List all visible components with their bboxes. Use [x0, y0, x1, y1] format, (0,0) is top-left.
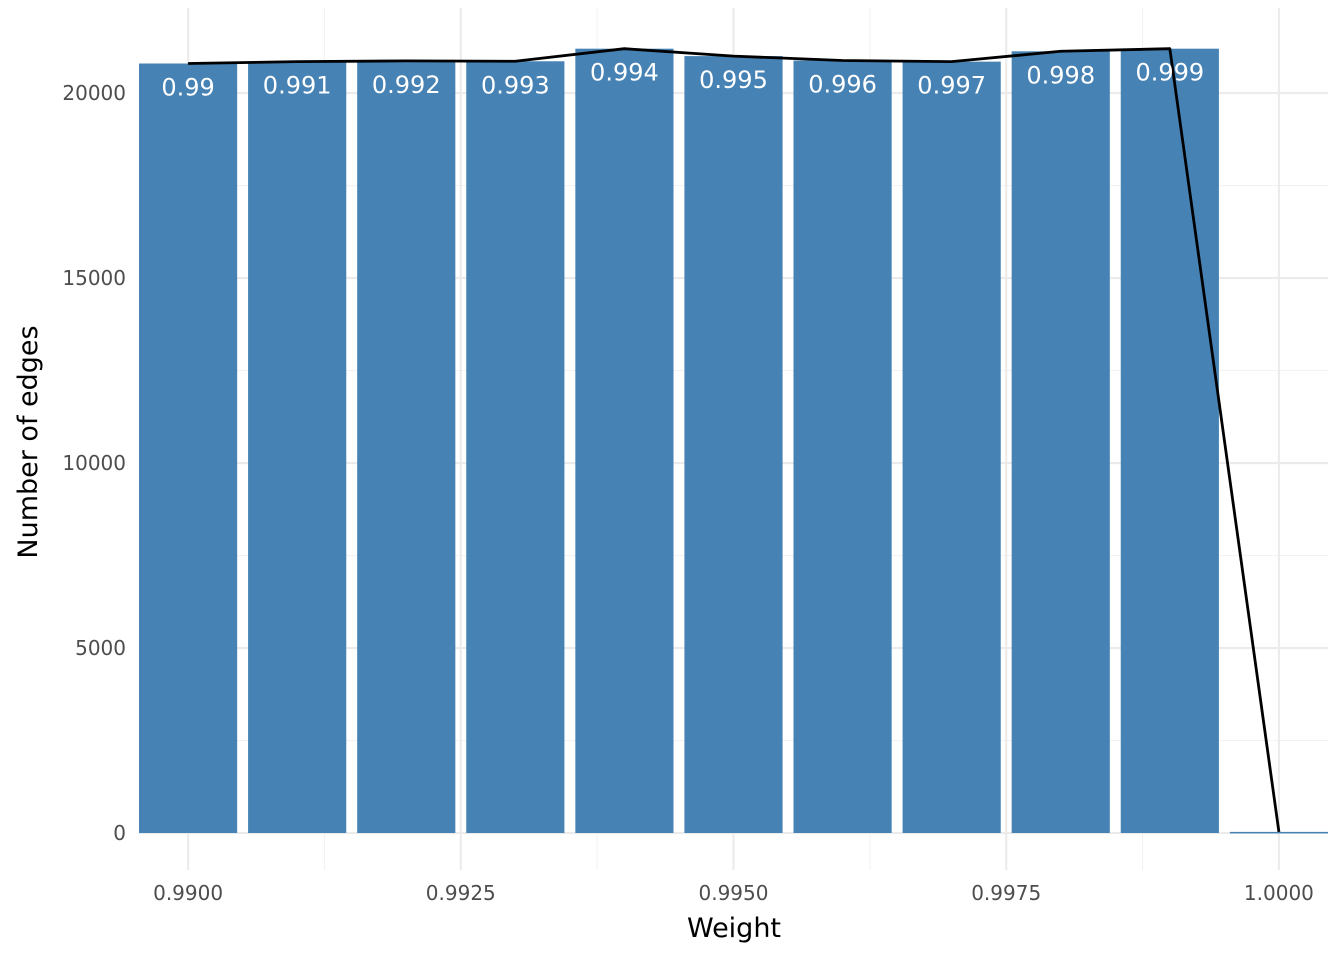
- bar: [248, 61, 347, 834]
- x-tick-label: 0.9975: [971, 881, 1041, 905]
- bar: [357, 60, 456, 834]
- bar-labels-layer: 0.99 0.991 0.992 0.993 0.994 0.995 0.996 0.997 0…: [161, 59, 1204, 102]
- x-tick-label: 1.0000: [1244, 881, 1314, 905]
- bar: [902, 61, 1001, 834]
- x-tick-label: 0.9925: [426, 881, 496, 905]
- line-layer: [188, 47, 1281, 833]
- bar-value-label: 0.994: [590, 59, 659, 87]
- y-axis-title: Number of edges: [13, 325, 44, 558]
- y-tick-label: 15000: [62, 266, 126, 290]
- bar-value-label: 0.995: [699, 66, 768, 94]
- bar-value-label: 0.996: [808, 71, 877, 99]
- bar: [466, 61, 565, 834]
- x-axis-ticks: 0.9900 0.9925 0.9950 0.9975 1.0000: [153, 881, 1314, 905]
- x-axis-title: Weight: [687, 913, 781, 944]
- x-tick-label: 0.9950: [699, 881, 769, 905]
- bar: [1011, 51, 1110, 834]
- bars-layer: [139, 48, 1328, 834]
- bar: [575, 48, 674, 834]
- bar-value-label: 0.99: [161, 73, 214, 101]
- bar: [684, 56, 783, 834]
- y-axis-ticks: 0 5000 10000 15000 20000: [62, 81, 126, 845]
- count-line: [188, 47, 1281, 833]
- y-tick-label: 0: [113, 821, 126, 845]
- bar-value-label: 0.993: [481, 71, 550, 99]
- bar-value-label: 0.998: [1026, 61, 1095, 89]
- bar-value-label: 0.997: [917, 72, 986, 100]
- y-tick-label: 5000: [75, 636, 126, 660]
- x-tick-label: 0.9900: [153, 881, 223, 905]
- bar-value-label: 0.992: [372, 71, 441, 99]
- y-tick-label: 10000: [62, 451, 126, 475]
- bar: [139, 63, 238, 834]
- bar-value-label: 0.999: [1135, 59, 1204, 87]
- bar-value-label: 0.991: [263, 72, 332, 100]
- y-tick-label: 20000: [62, 81, 126, 105]
- bar: [793, 60, 892, 834]
- bar: [1229, 831, 1328, 834]
- bar: [1120, 48, 1219, 834]
